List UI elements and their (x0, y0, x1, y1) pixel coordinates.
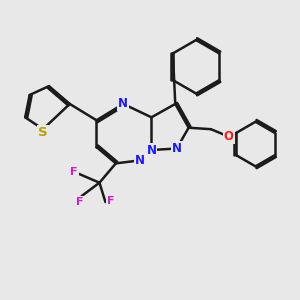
Text: F: F (70, 167, 78, 177)
Text: N: N (118, 98, 128, 110)
Text: N: N (135, 154, 145, 167)
Text: N: N (146, 143, 157, 157)
Text: N: N (172, 142, 182, 155)
Text: S: S (38, 126, 48, 139)
Text: O: O (224, 130, 234, 143)
Text: F: F (107, 196, 115, 206)
Text: F: F (76, 197, 84, 207)
